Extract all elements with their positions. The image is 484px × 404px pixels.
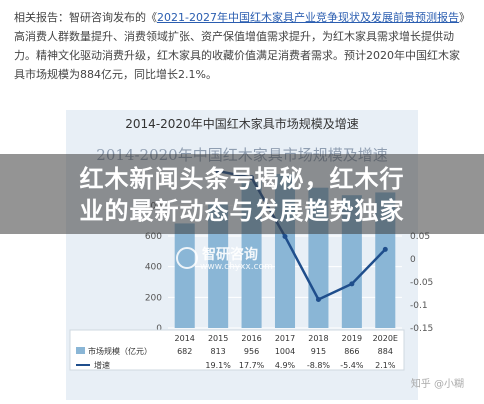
right-tick-label: -0.05: [410, 278, 433, 288]
x-tick-label: 2020E: [373, 334, 398, 343]
bar: [174, 223, 195, 328]
x-tick-label: 2019: [342, 334, 362, 343]
zhihu-credit: 知乎 @小糊: [410, 379, 464, 390]
headline-line-1: 红木新闻头条号揭秘，红木行: [79, 165, 405, 193]
right-tick-label: -0.1: [410, 301, 428, 311]
bar-data-label: 866: [344, 347, 359, 356]
report-link[interactable]: 2021-2027年中国红木家具产业竞争现状及发展前景预测报告: [157, 11, 459, 24]
bar-data-label: 813: [211, 347, 226, 356]
bar-data-label: 956: [244, 347, 259, 356]
article-suffix: 》高消费人群数量提升、消费领域扩张、资产保值增值需求提升，为红木家具需求增长提供…: [14, 11, 470, 81]
right-axis-ticks: -0.15 -0.1 -0.05 0 0.05: [410, 232, 433, 334]
growth-data-label: 17.7%: [239, 361, 265, 370]
article-paragraph: 相关报告：智研咨询发布的《2021-2027年中国红木家具产业竞争现状及发展前景…: [14, 8, 470, 84]
bar-data-label: 682: [177, 347, 192, 356]
headline-line-2: 业的最新动态与发展趋势独家: [79, 197, 405, 225]
growth-data-label: 2.1%: [375, 361, 396, 370]
left-tick-label: 400: [145, 263, 162, 273]
data-table: 2014 682 2015 813 19.1% 2016 956 17.7% 2017 1004 4…: [69, 329, 405, 371]
watermark-url: www.chyxx.com: [200, 262, 273, 272]
chart-title: 2014-2020年中国红木家具市场规模及增速: [125, 116, 358, 131]
headline-text[interactable]: 红木新闻头条号揭秘，红木行 业的最新动态与发展趋势独家: [0, 163, 484, 227]
x-tick-label: 2014: [175, 334, 195, 343]
article-text: 相关报告：智研咨询发布的《2021-2027年中国红木家具产业竞争现状及发展前景…: [0, 0, 484, 100]
bar-data-label: 884: [378, 347, 393, 356]
left-tick-label: 200: [145, 293, 162, 303]
left-tick-label: 0: [156, 324, 162, 334]
x-tick-label: 2017: [275, 334, 295, 343]
legend-bar-label: 市场规模（亿元）: [88, 346, 152, 356]
bar: [208, 203, 229, 328]
right-tick-label: -0.15: [410, 324, 433, 334]
growth-data-label: 4.9%: [275, 361, 296, 370]
right-tick-label: 0.05: [410, 232, 430, 242]
article-prefix: 相关报告：智研咨询发布的《: [14, 11, 157, 24]
growth-data-label: 19.1%: [205, 361, 231, 370]
growth-data-label: -5.4%: [340, 361, 364, 370]
x-tick-label: 2015: [208, 334, 228, 343]
x-tick-label: 2016: [241, 334, 261, 343]
legend-line-label: 增速: [94, 360, 110, 370]
growth-point: [315, 296, 321, 302]
growth-point: [282, 233, 288, 239]
bar-data-label: 1004: [275, 347, 295, 356]
growth-point: [382, 246, 388, 252]
bar-data-label: 915: [311, 347, 326, 356]
watermark-logo-icon: [176, 247, 198, 269]
legend-bar-swatch: [76, 347, 85, 354]
growth-point: [349, 281, 355, 287]
growth-data-label: -8.8%: [307, 361, 331, 370]
right-tick-label: 0: [410, 255, 416, 265]
watermark-name: 智研咨询: [202, 247, 258, 263]
x-tick-label: 2018: [308, 334, 328, 343]
left-tick-label: 600: [145, 232, 162, 242]
table-frame: [69, 329, 405, 371]
headline-overlay: [0, 154, 484, 234]
